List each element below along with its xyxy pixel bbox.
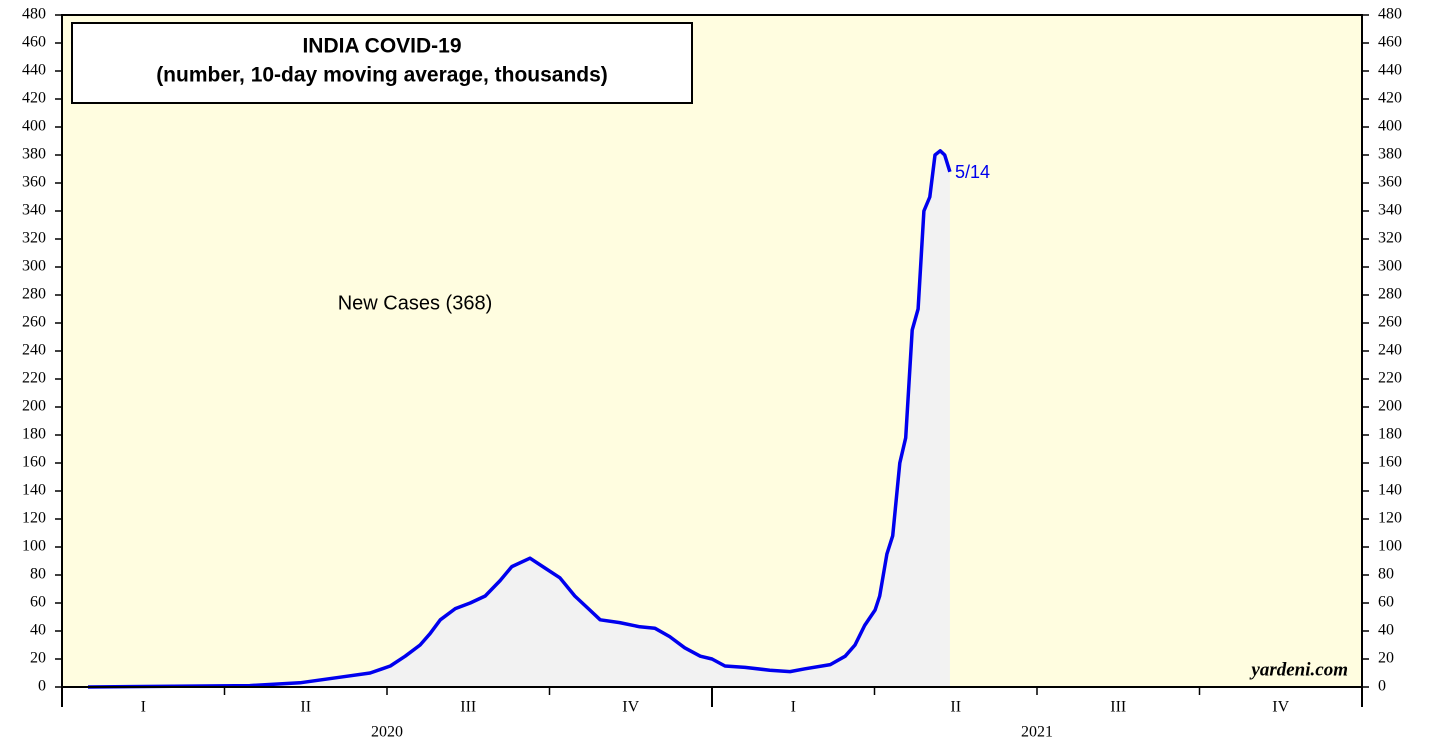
- year-label: 2021: [1021, 724, 1053, 741]
- y-tick-label: 320: [22, 230, 46, 247]
- y-tick-label: 260: [22, 314, 46, 331]
- chart-title: INDIA COVID-19: [302, 35, 461, 58]
- y2-tick-label: 100: [1378, 538, 1402, 555]
- y2-tick-label: 220: [1378, 370, 1402, 387]
- quarter-label: II: [300, 699, 311, 716]
- y-tick-label: 60: [30, 594, 46, 611]
- y-tick-label: 480: [22, 6, 46, 23]
- y-tick-label: 340: [22, 202, 46, 219]
- y-tick-label: 420: [22, 90, 46, 107]
- end-date-label: 5/14: [955, 162, 990, 182]
- y2-tick-label: 440: [1378, 62, 1402, 79]
- y-tick-label: 400: [22, 118, 46, 135]
- y-tick-label: 440: [22, 62, 46, 79]
- y-tick-label: 0: [38, 678, 46, 695]
- y-tick-label: 460: [22, 34, 46, 51]
- quarter-label: IV: [1272, 699, 1289, 716]
- source-label: yardeni.com: [1249, 659, 1348, 680]
- y2-tick-label: 20: [1378, 650, 1394, 667]
- y2-tick-label: 80: [1378, 566, 1394, 583]
- series-label: New Cases (368): [338, 292, 493, 314]
- line: [87, 149, 952, 689]
- marks: [87, 149, 952, 689]
- quarter-label: I: [141, 699, 146, 716]
- y2-tick-label: 460: [1378, 34, 1402, 51]
- y-tick-label: 20: [30, 650, 46, 667]
- chart-subtitle: (number, 10-day moving average, thousand…: [156, 64, 608, 87]
- y-tick-label: 200: [22, 398, 46, 415]
- y-tick-label: 180: [22, 426, 46, 443]
- y-tick-label: 360: [22, 174, 46, 191]
- y2-tick-label: 240: [1378, 342, 1402, 359]
- y-tick-label: 120: [22, 510, 46, 527]
- y2-tick-label: 140: [1378, 482, 1402, 499]
- y2-tick-label: 420: [1378, 90, 1402, 107]
- quarter-label: III: [460, 699, 476, 716]
- quarter-label: I: [791, 699, 796, 716]
- y2-tick-label: 480: [1378, 6, 1402, 23]
- y2-tick-label: 160: [1378, 454, 1402, 471]
- y2-tick-label: 40: [1378, 622, 1394, 639]
- y-tick-label: 240: [22, 342, 46, 359]
- area: [88, 150, 950, 688]
- y2-tick-label: 260: [1378, 314, 1402, 331]
- y-tick-label: 100: [22, 538, 46, 555]
- y2-tick-label: 120: [1378, 510, 1402, 527]
- y2-tick-label: 280: [1378, 286, 1402, 303]
- plot-background: [62, 15, 1362, 687]
- y2-tick-label: 340: [1378, 202, 1402, 219]
- y-tick-label: 140: [22, 482, 46, 499]
- quarter-label: III: [1110, 699, 1126, 716]
- year-label: 2020: [371, 724, 403, 741]
- y-tick-label: 80: [30, 566, 46, 583]
- y2-tick-label: 60: [1378, 594, 1394, 611]
- y-tick-label: 280: [22, 286, 46, 303]
- quarter-label: IV: [622, 699, 639, 716]
- y2-tick-label: 200: [1378, 398, 1402, 415]
- y2-tick-label: 320: [1378, 230, 1402, 247]
- title-box: [71, 22, 693, 104]
- y-tick-label: 380: [22, 146, 46, 163]
- quarter-label: II: [950, 699, 961, 716]
- y-tick-label: 300: [22, 258, 46, 275]
- y2-tick-label: 180: [1378, 426, 1402, 443]
- y-tick-label: 160: [22, 454, 46, 471]
- y2-tick-label: 380: [1378, 146, 1402, 163]
- y2-tick-label: 0: [1378, 678, 1386, 695]
- y2-tick-label: 400: [1378, 118, 1402, 135]
- y-tick-label: 220: [22, 370, 46, 387]
- y-tick-label: 40: [30, 622, 46, 639]
- y2-tick-label: 360: [1378, 174, 1402, 191]
- y2-tick-label: 300: [1378, 258, 1402, 275]
